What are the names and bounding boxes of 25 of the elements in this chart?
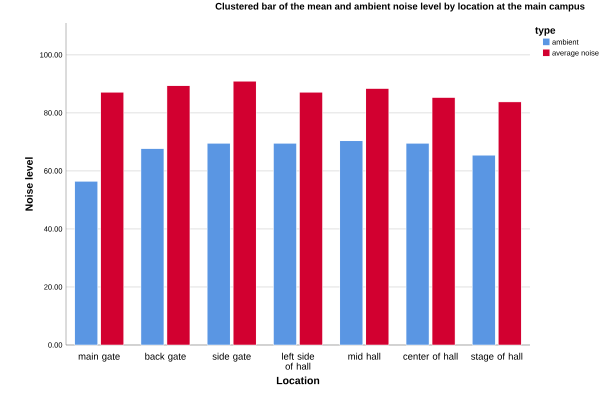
legend-title: type (535, 27, 556, 36)
x-tick-label: side gate (212, 352, 251, 362)
bar (206, 143, 230, 346)
x-axis-title: Location (276, 376, 320, 384)
x-tick-label: mid hall (348, 352, 380, 360)
bar (74, 181, 98, 346)
bar (432, 97, 456, 346)
y-axis-title: Noise level (25, 157, 33, 211)
bar (340, 140, 364, 346)
x-tick-label: stage of hall (471, 352, 522, 362)
x-tick-label: main gate (78, 352, 120, 362)
chart-title: Clustered bar of the mean and ambient noise level by location at the main campus (216, 2, 585, 12)
bar (100, 92, 124, 346)
bar (472, 155, 496, 346)
bar (166, 85, 190, 346)
bar (366, 88, 390, 346)
x-tick-label: back gate (145, 352, 186, 362)
bar (498, 102, 522, 346)
bar (406, 143, 430, 346)
bar (273, 143, 297, 346)
x-tick-label: center of hall (403, 352, 458, 360)
bar (299, 92, 323, 346)
bar (232, 81, 256, 346)
bar (140, 148, 164, 346)
x-tick-label: left side of hall (282, 352, 314, 370)
